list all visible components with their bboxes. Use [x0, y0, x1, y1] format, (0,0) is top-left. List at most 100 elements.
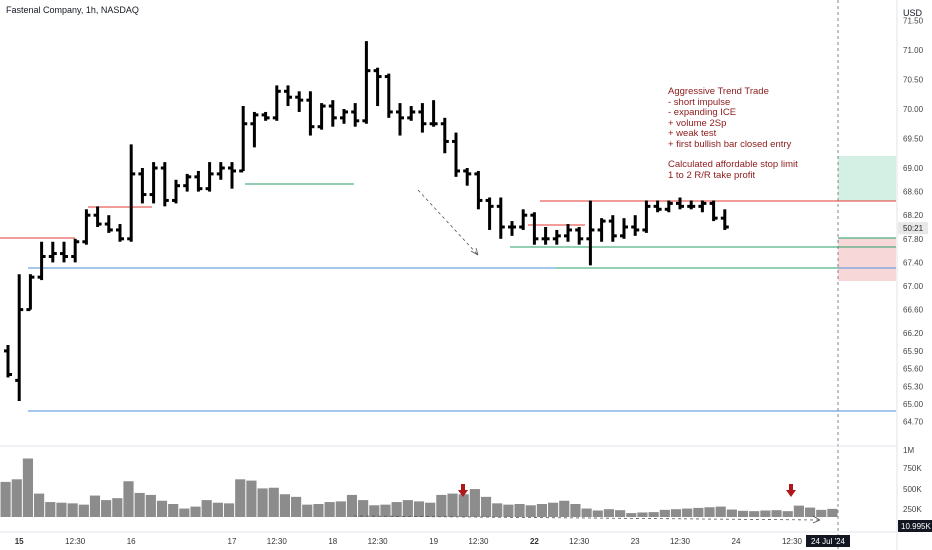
down-arrow-marker: [786, 484, 796, 497]
volume-bar: [492, 503, 503, 517]
ohlc-bar: [60, 241, 68, 263]
ohlc-bar: [541, 227, 550, 245]
volume-bar: [592, 510, 603, 517]
annotation-line: + first bullish bar closed entry: [668, 138, 792, 150]
volume-current-label: 10.995K: [901, 522, 931, 531]
ohlc-bar: [720, 209, 729, 230]
volume-bar: [782, 511, 793, 517]
price-tick-label: 71.50: [903, 17, 924, 26]
time-tick-label: 16: [127, 537, 136, 546]
volume-bar: [804, 507, 816, 517]
ohlc-bar: [295, 91, 304, 112]
volume-tick-label: 500K: [903, 485, 922, 494]
volume-bar: [503, 504, 514, 517]
ohlc-bar: [127, 144, 136, 242]
ohlc-bar: [474, 170, 483, 210]
ohlc-bar: [407, 106, 416, 121]
volume-bar: [67, 503, 78, 517]
volume-bar: [637, 512, 648, 517]
ohlc-bar: [687, 200, 696, 210]
volume-bar: [659, 509, 670, 517]
ohlc-bar: [485, 197, 494, 230]
ohlc-bar: [328, 100, 337, 127]
stop-loss-zone: [838, 238, 896, 281]
ohlc-bar: [183, 173, 192, 192]
annotation-line: + volume 2Sp: [668, 117, 727, 129]
ohlc-bar: [586, 200, 595, 266]
volume-bar: [816, 509, 827, 517]
ohlc-bar: [172, 179, 180, 204]
volume-bar: [0, 481, 11, 517]
volume-bar: [190, 506, 201, 517]
current-price-tag: [898, 222, 928, 235]
ohlc-bar: [664, 200, 673, 213]
ohlc-bar: [71, 238, 80, 263]
ohlc-bar: [4, 345, 12, 378]
volume-bar: [268, 487, 279, 517]
volume-bar: [201, 500, 212, 517]
ohlc-bar: [48, 241, 57, 263]
volume-bar: [346, 494, 358, 517]
volume-bar: [34, 493, 45, 517]
volume-bar: [223, 503, 235, 517]
time-tick-label: 12:30: [670, 537, 691, 546]
chart-annotations: [353, 189, 821, 524]
ohlc-bar: [82, 209, 91, 245]
time-tick-label: 22: [530, 537, 539, 546]
volume-bar: [358, 500, 369, 517]
time-tick-label: 15: [15, 537, 24, 546]
current-date-tag: [806, 535, 850, 547]
current-price-label: 50:21: [903, 224, 924, 233]
time-tick-label: 19: [429, 537, 438, 546]
price-tick-label: 68.60: [903, 188, 924, 197]
ohlc-bar: [396, 103, 404, 136]
ohlc-bar: [104, 215, 113, 233]
ohlc-bar: [306, 91, 315, 136]
volume-bar: [134, 492, 145, 517]
volume-bar: [112, 498, 123, 517]
ohlc-bar: [631, 215, 640, 236]
annotation-line: - short impulse: [668, 96, 731, 108]
volume-bar: [89, 495, 101, 517]
volume-bar: [212, 502, 223, 517]
ohlc-bar: [15, 274, 24, 402]
volume-bar: [670, 509, 682, 517]
ohlc-bar: [440, 117, 449, 154]
ohlc-bar: [340, 109, 348, 124]
ohlc-bar: [698, 200, 707, 213]
price-axis: 71.50 71.00 70.50 70.00 69.50 69.00 68.60 68.20…: [896, 0, 928, 550]
volume-bar: [78, 504, 89, 517]
ohlc-bar: [116, 224, 124, 242]
ohlc-bar: [597, 218, 606, 242]
price-tick-label: 65.30: [903, 382, 924, 391]
volume-bar: [22, 458, 34, 517]
time-tick-label: 12:30: [468, 537, 489, 546]
time-tick-label: 12:30: [65, 537, 86, 546]
volume-tick-label: 750K: [903, 464, 922, 473]
price-tick-label: 70.00: [903, 105, 924, 114]
ohlc-bar: [709, 200, 718, 222]
ohlc-bar: [463, 168, 472, 186]
annotation-line: Calculated affordable stop limit: [668, 159, 798, 170]
volume-bar: [324, 502, 335, 517]
ohlc-bar: [452, 132, 460, 177]
annotation-line: Aggressive Trend Trade: [668, 86, 769, 97]
marker-head: [786, 490, 796, 497]
ohlc-bar: [362, 41, 371, 124]
ohlc-bar: [496, 197, 505, 239]
volume-bar: [168, 504, 179, 517]
marker-head: [458, 490, 468, 497]
ohlc-bar: [429, 100, 438, 127]
price-tick-label: 67.80: [903, 235, 924, 244]
take-profit-zone: [838, 156, 896, 201]
volume-bar: [458, 494, 469, 517]
time-tick-label: 18: [328, 537, 337, 546]
ohlc-bar: [160, 162, 169, 207]
volume-tick-label: 1M: [903, 446, 914, 455]
volume-bar: [749, 511, 760, 517]
time-tick-label: 12:30: [782, 537, 803, 546]
risk-reward-zones: [837, 0, 896, 550]
volume-bar: [626, 513, 637, 517]
volume-bar: [402, 500, 413, 517]
